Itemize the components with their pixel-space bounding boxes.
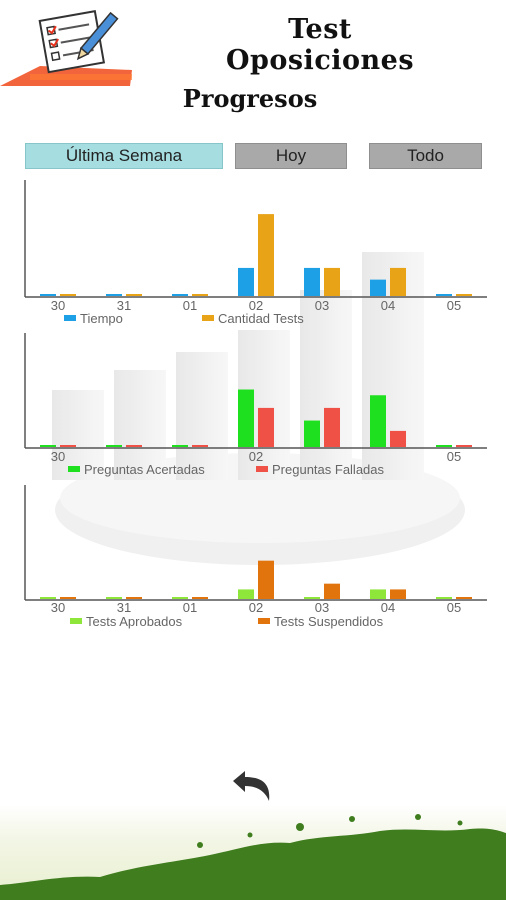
- bar-tests-aprobados-04: [370, 589, 386, 599]
- bar-preguntas-acertadas-03: [304, 420, 320, 447]
- legend-label: Preguntas Acertadas: [84, 462, 205, 477]
- bar-tests-suspendidos-03: [324, 583, 340, 599]
- bar-preguntas-falladas-01: [192, 445, 208, 447]
- bar-tests-aprobados-03: [304, 597, 320, 599]
- x-tick-label: 31: [117, 298, 131, 313]
- x-tick-label: 04: [381, 600, 395, 615]
- bar-preguntas-falladas-02: [258, 407, 274, 447]
- bar-preguntas-acertadas-31: [106, 445, 122, 447]
- legend-label: Tiempo: [80, 311, 123, 326]
- legend-label: Cantidad Tests: [218, 311, 304, 326]
- tab-todo[interactable]: Todo: [369, 143, 482, 169]
- bar-tests-aprobados-05: [436, 597, 452, 599]
- bar-preguntas-acertadas-30: [40, 445, 56, 447]
- legend-label: Preguntas Falladas: [272, 462, 385, 477]
- x-tick-label: 01: [183, 298, 197, 313]
- bar-preguntas-falladas-05: [456, 445, 472, 447]
- page-title: Progresos: [182, 84, 318, 113]
- bar-preguntas-acertadas-05: [436, 445, 452, 447]
- bar-cantidad-tests-04: [390, 267, 406, 296]
- bar-tiempo-04: [370, 279, 386, 296]
- tab-ultima-semana[interactable]: Última Semana: [25, 143, 223, 169]
- x-tick-label: 30: [51, 298, 65, 313]
- bar-tests-aprobados-02: [238, 589, 254, 599]
- checklist-pencil-icon: [0, 10, 132, 86]
- bar-tests-suspendidos-02: [258, 560, 274, 599]
- x-tick-label: 31: [117, 600, 131, 615]
- bar-tests-aprobados-31: [106, 597, 122, 599]
- bar-cantidad-tests-01: [192, 294, 208, 296]
- bar-cantidad-tests-02: [258, 214, 274, 296]
- legend-swatch: [70, 618, 82, 624]
- bar-tiempo-30: [40, 294, 56, 296]
- legend-swatch: [258, 618, 270, 624]
- bar-tests-aprobados-01: [172, 597, 188, 599]
- x-tick-label: 30: [51, 600, 65, 615]
- bar-tiempo-31: [106, 294, 122, 296]
- bar-preguntas-acertadas-02: [238, 389, 254, 447]
- x-tick-label: 02: [249, 449, 263, 464]
- x-tick-label: 04: [381, 298, 395, 313]
- x-tick-label: 05: [447, 600, 461, 615]
- bar-tiempo-05: [436, 294, 452, 296]
- x-tick-label: 03: [315, 298, 329, 313]
- x-tick-label: 03: [315, 600, 329, 615]
- bar-tests-suspendidos-05: [456, 597, 472, 599]
- legend-swatch: [256, 466, 268, 472]
- app-title: Test Oposiciones: [225, 14, 415, 76]
- bar-cantidad-tests-03: [324, 267, 340, 296]
- x-tick-label: 05: [447, 449, 461, 464]
- bar-cantidad-tests-05: [456, 294, 472, 296]
- legend-label: Tests Suspendidos: [274, 614, 384, 629]
- bar-tests-suspendidos-31: [126, 597, 142, 599]
- legend-swatch: [64, 315, 76, 321]
- bar-tests-aprobados-30: [40, 597, 56, 599]
- back-arrow-icon: [233, 771, 270, 801]
- bar-tests-suspendidos-01: [192, 597, 208, 599]
- bar-preguntas-acertadas-01: [172, 445, 188, 447]
- x-tick-label: 02: [249, 600, 263, 615]
- tab-hoy[interactable]: Hoy: [235, 143, 347, 169]
- x-tick-label: 05: [447, 298, 461, 313]
- app-logo: [0, 8, 135, 90]
- bar-cantidad-tests-31: [126, 294, 142, 296]
- bar-preguntas-falladas-31: [126, 445, 142, 447]
- bar-preguntas-falladas-04: [390, 430, 406, 447]
- legend-swatch: [202, 315, 214, 321]
- back-button[interactable]: [224, 766, 280, 808]
- bar-tests-suspendidos-04: [390, 589, 406, 599]
- bar-preguntas-falladas-03: [324, 407, 340, 447]
- chart-preguntas: 30 02 05 Preguntas Acertadas Preguntas Falla…: [0, 328, 506, 483]
- legend-label: Tests Aprobados: [86, 614, 183, 629]
- bar-cantidad-tests-30: [60, 294, 76, 296]
- chart-tiempo-cantidad: 30 31 01 02 03 04 05 Tiempo Cantidad Tests: [0, 175, 506, 330]
- x-tick-label: 30: [51, 449, 65, 464]
- grass-decoration: [0, 805, 506, 900]
- bar-tests-suspendidos-30: [60, 597, 76, 599]
- bar-preguntas-falladas-30: [60, 445, 76, 447]
- x-tick-label: 02: [249, 298, 263, 313]
- bar-tiempo-03: [304, 267, 320, 296]
- bar-preguntas-acertadas-04: [370, 395, 386, 447]
- bar-tiempo-01: [172, 294, 188, 296]
- legend-swatch: [68, 466, 80, 472]
- chart-tests: 30 31 01 02 03 04 05 Tests Aprobados Tests Suspe…: [0, 480, 506, 635]
- bar-tiempo-02: [238, 267, 254, 296]
- x-tick-label: 01: [183, 600, 197, 615]
